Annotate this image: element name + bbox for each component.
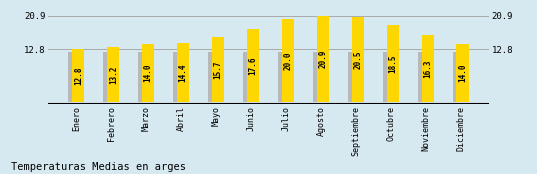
Bar <box>68 53 83 102</box>
Text: 20.0: 20.0 <box>284 52 293 70</box>
Text: 12.8: 12.8 <box>74 66 83 85</box>
Text: Temperaturas Medias en arges: Temperaturas Medias en arges <box>11 162 186 172</box>
Text: 17.6: 17.6 <box>249 57 258 75</box>
Text: 20.5: 20.5 <box>353 50 362 69</box>
Text: 20.9: 20.9 <box>318 50 328 68</box>
Bar <box>247 29 259 102</box>
Bar <box>383 53 398 102</box>
Text: 14.0: 14.0 <box>458 64 467 82</box>
Bar <box>352 17 364 102</box>
Bar <box>177 42 189 102</box>
Bar <box>456 44 469 102</box>
Bar <box>348 53 363 102</box>
Bar <box>387 25 399 102</box>
Bar <box>103 53 118 102</box>
Bar <box>72 49 84 102</box>
Text: 14.4: 14.4 <box>179 63 187 82</box>
Bar <box>278 53 293 102</box>
Bar <box>138 53 153 102</box>
Bar <box>142 44 154 102</box>
Bar <box>418 53 433 102</box>
Bar <box>422 35 434 102</box>
Text: 16.3: 16.3 <box>423 59 432 78</box>
Bar <box>212 37 224 102</box>
Bar <box>282 19 294 102</box>
Bar <box>208 53 223 102</box>
Text: 13.2: 13.2 <box>109 66 118 84</box>
Text: 15.7: 15.7 <box>214 60 222 79</box>
Bar <box>107 48 119 102</box>
Bar <box>453 53 468 102</box>
Bar <box>173 53 188 102</box>
Bar <box>243 53 258 102</box>
Bar <box>317 15 329 102</box>
Text: 14.0: 14.0 <box>144 64 153 82</box>
Bar <box>313 53 328 102</box>
Text: 18.5: 18.5 <box>388 55 397 73</box>
